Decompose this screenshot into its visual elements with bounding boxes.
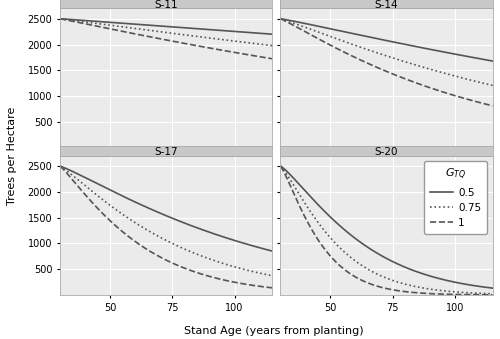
Text: S-20: S-20 xyxy=(374,147,398,157)
Text: S-11: S-11 xyxy=(154,0,178,10)
Text: S-14: S-14 xyxy=(374,0,398,10)
Text: S-17: S-17 xyxy=(154,147,178,157)
Legend: 0.5, 0.75, 1: 0.5, 0.75, 1 xyxy=(424,161,488,234)
Text: Stand Age (years from planting): Stand Age (years from planting) xyxy=(184,325,364,336)
Text: Trees per Hectare: Trees per Hectare xyxy=(8,107,18,205)
